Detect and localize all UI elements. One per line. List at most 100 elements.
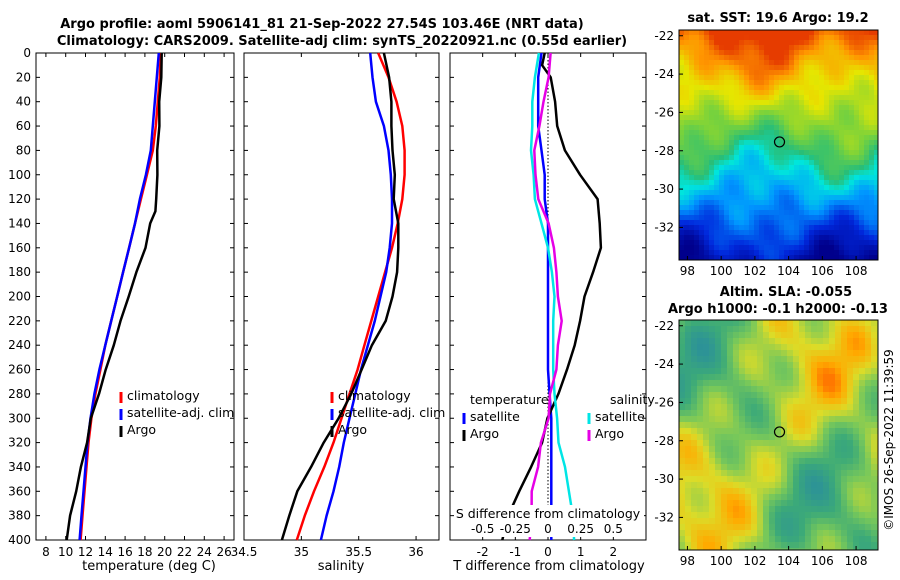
- map-cell: [789, 135, 794, 140]
- map-cell: [853, 410, 859, 416]
- map-cell: [774, 160, 779, 165]
- map-cell: [714, 235, 719, 240]
- map-cell: [744, 35, 749, 40]
- map-cell: [744, 245, 749, 250]
- map-cell: [745, 386, 751, 392]
- map-cell: [779, 155, 784, 160]
- map-cell: [793, 410, 799, 416]
- map-cell: [854, 210, 859, 215]
- map-cell: [865, 404, 871, 410]
- map-cell: [864, 190, 869, 195]
- map-cell: [691, 512, 697, 518]
- map-cell: [804, 150, 809, 155]
- map-cell: [823, 320, 829, 326]
- map-cell: [704, 170, 709, 175]
- map-cell: [715, 506, 721, 512]
- map-cell: [793, 422, 799, 428]
- x-tick-label: 10: [58, 545, 73, 559]
- map-cell: [719, 195, 724, 200]
- map-cell: [757, 464, 763, 470]
- map-cell: [774, 180, 779, 185]
- map-cell: [844, 170, 849, 175]
- map-cell: [805, 464, 811, 470]
- map-cell: [764, 230, 769, 235]
- map-cell: [859, 235, 864, 240]
- map-cell: [744, 105, 749, 110]
- map-cell: [874, 135, 878, 140]
- map-cell: [849, 155, 854, 160]
- map-cell: [834, 175, 839, 180]
- map-cell: [764, 170, 769, 175]
- map-cell: [799, 464, 805, 470]
- map-cell: [871, 344, 877, 350]
- map-cell: [841, 416, 847, 422]
- map-cell: [734, 95, 739, 100]
- map-cell: [789, 150, 794, 155]
- map-cell: [839, 240, 844, 245]
- map-cell: [865, 542, 871, 548]
- map-cell: [721, 542, 727, 548]
- map-cell: [787, 320, 793, 326]
- map-cell: [709, 398, 715, 404]
- map-cell: [679, 338, 685, 344]
- map-cell: [715, 542, 721, 548]
- map-cell: [874, 105, 878, 110]
- map-cell: [854, 225, 859, 230]
- map-cell: [869, 115, 874, 120]
- map-cell: [739, 255, 744, 260]
- map-cell: [799, 90, 804, 95]
- map-cell: [849, 240, 854, 245]
- map-cell: [734, 30, 739, 35]
- map-cell: [689, 90, 694, 95]
- map-cell: [699, 110, 704, 115]
- map-cell: [679, 524, 685, 530]
- map-cell: [781, 440, 787, 446]
- map-cell: [854, 200, 859, 205]
- map-cell: [793, 458, 799, 464]
- map-cell: [804, 60, 809, 65]
- map-cell: [709, 404, 715, 410]
- map-cell: [809, 90, 814, 95]
- map-cell: [739, 524, 745, 530]
- map-cell: [869, 190, 874, 195]
- map-cell: [715, 344, 721, 350]
- map-cell: [781, 458, 787, 464]
- map-cell: [703, 362, 709, 368]
- map-y-tick-label: -26: [654, 395, 674, 409]
- map-cell: [691, 350, 697, 356]
- map-cell: [849, 170, 854, 175]
- map-cell: [869, 60, 874, 65]
- map-cell: [834, 155, 839, 160]
- map-cell: [859, 80, 864, 85]
- map-cell: [811, 368, 817, 374]
- map-cell: [721, 506, 727, 512]
- map-cell: [754, 165, 759, 170]
- map-cell: [739, 245, 744, 250]
- map-cell: [793, 506, 799, 512]
- map-cell: [787, 392, 793, 398]
- map-cell: [684, 115, 689, 120]
- map-cell: [685, 524, 691, 530]
- map-cell: [684, 55, 689, 60]
- map-cell: [817, 434, 823, 440]
- map-cell: [744, 175, 749, 180]
- map-cell: [824, 150, 829, 155]
- map-cell: [809, 165, 814, 170]
- map-cell: [739, 250, 744, 255]
- map-cell: [749, 215, 754, 220]
- map-x-tick-label: 100: [710, 554, 733, 568]
- map-cell: [849, 60, 854, 65]
- map-cell: [847, 344, 853, 350]
- series-line-climatology: [79, 52, 162, 541]
- map-cell: [739, 320, 745, 326]
- map-cell: [804, 160, 809, 165]
- map-cell: [839, 185, 844, 190]
- x-tick-label: 24: [197, 545, 212, 559]
- map-cell: [869, 65, 874, 70]
- map-cell: [779, 75, 784, 80]
- map-cell: [799, 180, 804, 185]
- map-cell: [684, 170, 689, 175]
- map-cell: [824, 35, 829, 40]
- map-cell: [854, 235, 859, 240]
- map-cell: [727, 506, 733, 512]
